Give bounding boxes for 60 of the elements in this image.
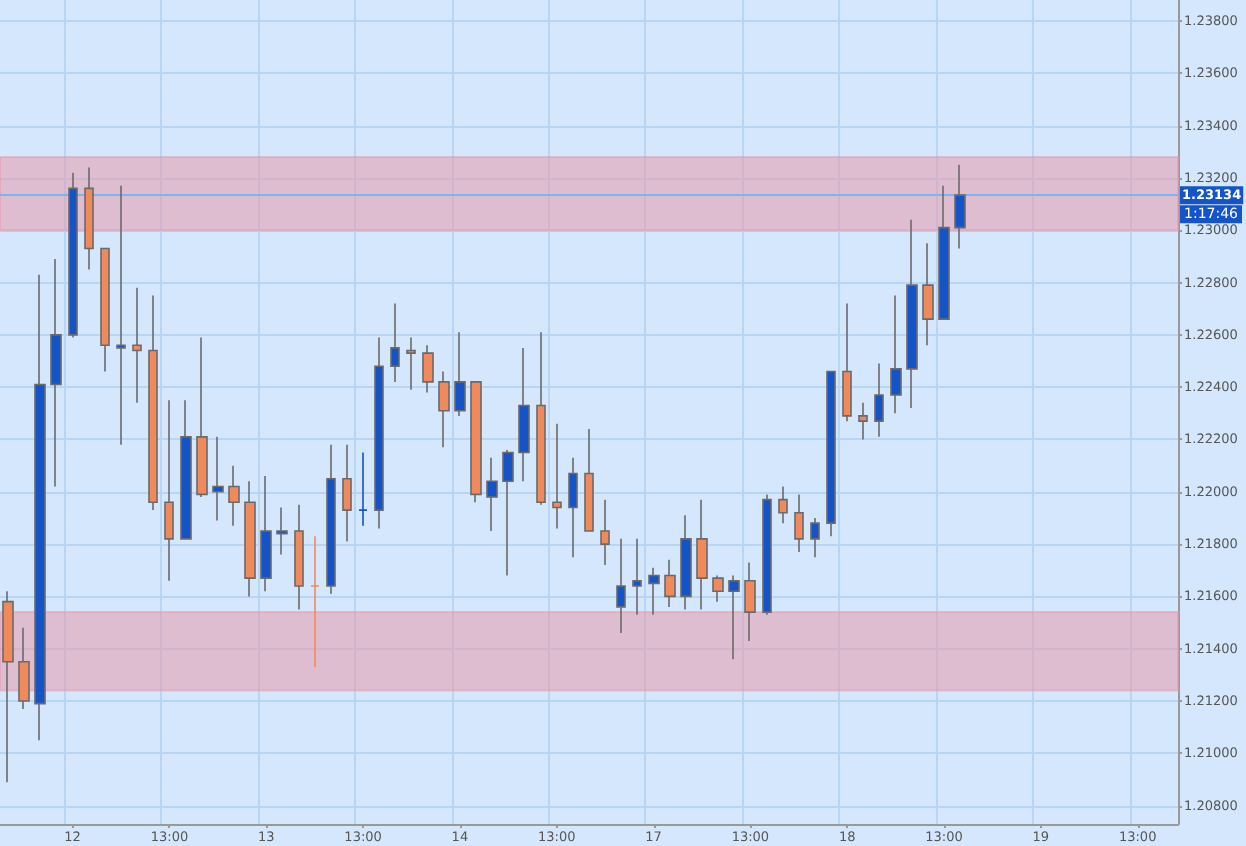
candlestick [502,449,514,577]
candlestick [728,574,740,660]
candlestick [568,456,578,558]
candlestick [744,561,756,642]
candlestick [954,164,966,250]
candlestick [938,184,950,320]
candlestick [34,273,46,742]
candlestick [454,331,466,417]
candlestick [600,498,610,566]
candlestick [616,538,626,634]
candlestick [874,362,884,438]
candlestick [664,559,676,608]
candlestick [536,331,546,506]
candlestick [132,286,142,404]
candlestick [406,336,416,391]
candlestick [858,402,868,441]
candlestick [632,538,642,616]
candlestick [922,242,934,347]
candlestick [648,566,660,616]
candlestick [148,294,158,511]
candlestick [342,443,352,543]
candlestick [68,171,78,339]
candlestick [196,336,208,498]
candlestick [696,498,708,611]
candlestick [438,370,450,449]
candlestick [842,302,852,422]
candlestick [310,535,320,668]
candlestick [680,514,692,611]
candlestick [470,381,482,504]
candlestick [50,258,62,488]
candlestick [584,428,594,532]
candlestick [260,475,272,592]
candlestick [358,451,368,527]
candlestick [294,504,304,611]
candlestick [422,344,434,394]
candlestick [116,184,126,446]
candlestick [486,456,498,532]
candlestick [778,485,788,524]
candlestick [794,493,804,553]
candlestick [212,436,224,522]
candlestick [826,370,836,538]
candlestick [712,574,724,603]
candlestick [244,480,256,598]
candlestick [228,464,240,527]
candlestick [374,336,384,530]
candlestick [518,347,530,483]
candlestick [890,294,902,415]
candlestick [390,302,400,383]
candlestick [810,517,820,558]
candlestick [84,166,94,271]
candlestick [326,443,336,595]
candlestick [276,506,288,556]
candlestick [180,399,192,540]
candlestick [2,590,14,783]
candlestick [100,247,110,373]
candlestick [906,218,918,409]
candlestick [18,627,30,710]
candlestick [552,422,562,530]
candlestick [164,399,174,582]
candlestick [762,493,772,616]
